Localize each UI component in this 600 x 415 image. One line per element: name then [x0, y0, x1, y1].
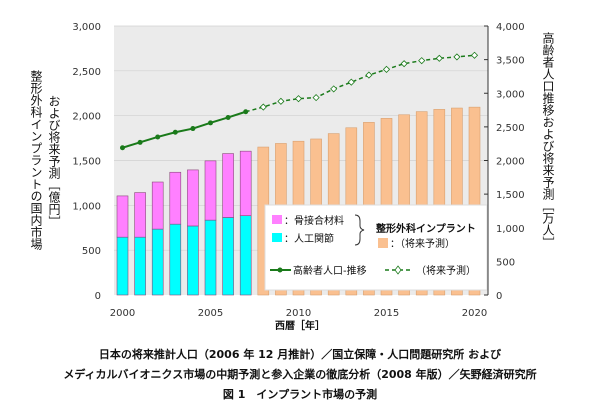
bar-2017 — [415, 111, 428, 296]
legend-label-line-forecast: （将来予測） — [416, 264, 476, 277]
population-point — [243, 109, 249, 115]
y2-axis-label: 高齢者人口推移および将来予測［万人］ — [541, 31, 555, 248]
legend-label-joint: ：人工関節 — [284, 232, 334, 245]
y2-tick-label: 3,000 — [496, 89, 525, 100]
legend-line-dashed-marker — [394, 265, 402, 275]
y-tick-label: 500 — [82, 246, 101, 257]
y-axis-label-1: 整形外科インプラントの国内市場 — [29, 69, 43, 251]
y2-tick-label: 2,500 — [496, 123, 525, 134]
y2-tick-label: 1,000 — [496, 224, 525, 235]
y2-tick-label: 500 — [496, 257, 515, 268]
forecast-point — [277, 97, 285, 105]
forecast-point — [418, 57, 426, 65]
bar-2007 — [239, 150, 252, 216]
y-tick-label: 1,500 — [72, 157, 101, 168]
bar-2000 — [116, 195, 129, 238]
y-tick-label: 2,500 — [72, 67, 101, 78]
legend-box — [264, 204, 488, 291]
bar-2007 — [239, 215, 252, 296]
legend-brace — [354, 214, 365, 246]
legend-label-forecast: ：（将来予測） — [390, 237, 455, 250]
legend-label-group: 整形外科インプラント — [375, 222, 476, 235]
bar-2000 — [116, 236, 129, 296]
bar-2001 — [134, 192, 146, 238]
y-axis-label-2: および将来予測［億円］ — [47, 95, 61, 227]
bar-2004 — [187, 225, 199, 296]
bar-2002 — [151, 181, 164, 230]
y-tick-label: 3,000 — [72, 22, 101, 33]
forecast-point — [382, 65, 391, 73]
legend-swatch-joint — [272, 233, 282, 242]
forecast-point — [470, 51, 479, 59]
population-point — [137, 139, 143, 145]
x-tick-label: 2010 — [286, 308, 311, 319]
forecast-point — [400, 60, 408, 68]
bar-2020 — [468, 106, 481, 296]
bar-2005 — [204, 160, 217, 221]
caption-line-2: メディカルバイオニクス市場の中期予測と参入企業の徹底分析（2008 年版）／矢野… — [63, 367, 536, 381]
population-point — [225, 114, 231, 120]
forecast-point — [312, 94, 320, 102]
x-tick-label: 2015 — [374, 308, 399, 319]
forecast-point — [294, 95, 303, 103]
x-tick-label: 2020 — [462, 308, 487, 319]
y-tick-label: 1,000 — [72, 201, 101, 212]
bar-2003 — [169, 223, 182, 296]
forecast-point — [365, 71, 373, 79]
population-point — [208, 120, 213, 126]
y2-tick-label: 4,000 — [496, 22, 525, 33]
forecast-point — [435, 54, 443, 62]
legend-label-line: 高齢者人口-推移 — [293, 264, 367, 277]
bar-2018 — [433, 109, 446, 296]
bar-2001 — [134, 236, 146, 296]
legend-line-marker — [277, 267, 283, 273]
y2-tick-label: 2,000 — [496, 157, 525, 168]
bar-2019 — [451, 107, 463, 296]
y-tick-label: 2,000 — [72, 112, 101, 123]
y-tick-label: 0 — [95, 291, 101, 302]
forecast-point — [259, 103, 267, 111]
x-axis-label: 西暦［年］ — [275, 319, 325, 332]
forecast-point — [347, 78, 355, 86]
x-tick-label: 2005 — [198, 308, 223, 319]
forecast-point — [453, 53, 461, 61]
population-point — [120, 145, 125, 151]
legend-swatch-bone — [272, 215, 282, 224]
x-tick-label: 2000 — [110, 308, 135, 319]
legend-swatch-forecast — [378, 238, 388, 248]
bar-2005 — [204, 219, 217, 296]
caption-title: 図 1 インプラント市場の予測 — [223, 387, 377, 401]
legend-label-bone: ：骨接合材料 — [284, 214, 344, 227]
population-line — [122, 110, 247, 149]
population-point — [172, 129, 178, 135]
y2-tick-label: 3,500 — [496, 56, 525, 67]
bar-2004 — [187, 169, 199, 227]
bar-2006 — [222, 153, 234, 218]
y2-tick-label: 1,500 — [496, 190, 525, 201]
forecast-point — [330, 85, 338, 93]
bar-2002 — [151, 228, 164, 296]
y2-tick-label: 0 — [496, 291, 502, 302]
bar-2003 — [169, 171, 182, 225]
legend: ：骨接合材料 ：人工関節 整形外科インプラント ：（将来予測） 高齢者人口-推移… — [264, 204, 488, 291]
population-point — [190, 126, 196, 132]
bar-2006 — [222, 217, 234, 296]
caption-line-1: 日本の将来推計人口（2006 年 12 月推計）／国立保障・人口問題研究所 およ… — [99, 347, 502, 361]
population-point — [155, 134, 161, 140]
